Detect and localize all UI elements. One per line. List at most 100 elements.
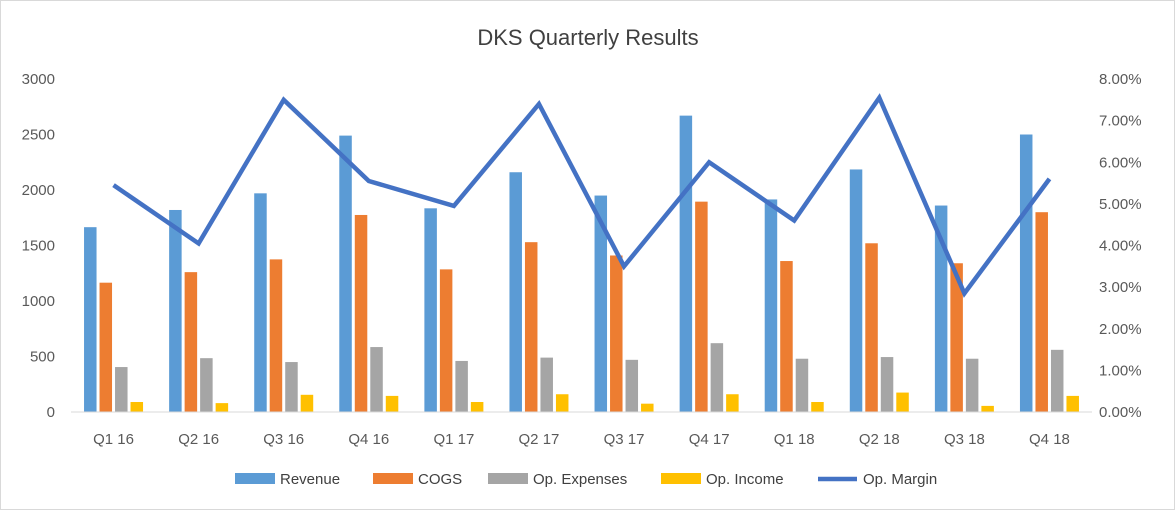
legend-item-revenue[interactable]: Revenue	[235, 471, 340, 488]
x-axis-label-q1-18: Q1 18	[774, 431, 815, 448]
x-axis-label-q3-16: Q3 16	[263, 431, 304, 448]
legend-swatch-op-income	[661, 473, 701, 484]
right-axis-tick-label: 3.00%	[1099, 279, 1142, 296]
legend-label-op-income: Op. Income	[706, 471, 784, 488]
right-axis-tick-label: 6.00%	[1099, 154, 1142, 171]
right-y-axis: 0.00% 1.00% 2.00% 3.00% 4.00% 5.00% 6.00% 7.00%…	[1099, 71, 1142, 421]
x-axis-label-q3-17: Q3 17	[604, 431, 645, 448]
right-axis-tick-label: 8.00%	[1099, 71, 1142, 88]
left-axis-tick-label: 500	[30, 349, 55, 366]
bar-op-income-q4-17	[726, 394, 739, 412]
legend-item-cogs[interactable]: COGS	[373, 471, 462, 488]
legend-label-revenue: Revenue	[280, 471, 340, 488]
bar-op-income-q1-18	[811, 402, 824, 412]
bar-op-expenses-q4-17	[710, 343, 724, 412]
bar-revenue-q1-18	[764, 199, 778, 412]
legend-swatch-op-expenses	[488, 473, 528, 484]
bar-revenue-q3-18	[934, 205, 948, 412]
bar-revenue-q2-18	[849, 169, 863, 412]
bar-revenue-q4-18	[1019, 134, 1033, 412]
bar-op-expenses-q3-18	[965, 358, 979, 412]
bar-revenue-q4-17	[679, 115, 693, 412]
bar-op-expenses-q4-18	[1050, 349, 1064, 412]
left-axis-tick-label: 1000	[22, 293, 55, 310]
left-y-axis: 0 500 1000 1500 2000 2500 3000	[22, 71, 55, 421]
bar-series-group	[84, 115, 1079, 413]
bar-op-income-q2-16	[215, 403, 229, 412]
bar-revenue-q3-16	[254, 193, 267, 412]
bar-revenue-q1-17	[424, 208, 437, 412]
bar-op-expenses-q4-16	[370, 347, 383, 412]
bar-op-income-q1-16	[130, 402, 144, 412]
bar-cogs-q4-18	[1035, 212, 1048, 412]
x-axis-labels: Q1 16 Q2 16 Q3 16 Q4 16 Q1 17 Q2 17 Q3 17 Q4 17…	[93, 431, 1070, 448]
right-axis-tick-label: 0.00%	[1099, 404, 1142, 421]
left-axis-tick-label: 1500	[22, 238, 55, 255]
legend[interactable]: Revenue COGS Op. Expenses Op. Income Op. Mar…	[235, 471, 937, 488]
legend-swatch-revenue	[235, 473, 275, 484]
left-axis-tick-label: 2000	[22, 182, 55, 199]
bar-revenue-q4-16	[339, 135, 352, 413]
bar-cogs-q3-18	[950, 263, 963, 412]
x-axis-label-q2-17: Q2 17	[519, 431, 560, 448]
bar-op-income-q3-17	[641, 403, 654, 412]
op-margin-line-group	[112, 93, 1052, 298]
legend-item-op-expenses[interactable]: Op. Expenses	[488, 471, 627, 488]
bar-cogs-q2-18	[865, 243, 878, 412]
bar-revenue-q1-16	[84, 227, 97, 412]
right-axis-tick-label: 5.00%	[1099, 196, 1142, 213]
bar-op-income-q2-17	[555, 394, 569, 412]
bar-cogs-q1-17	[439, 269, 453, 412]
op-margin-line	[112, 93, 1052, 298]
right-axis-tick-label: 1.00%	[1099, 362, 1142, 379]
left-axis-tick-label: 3000	[22, 71, 55, 88]
legend-swatch-cogs	[373, 473, 413, 484]
bar-op-expenses-q2-17	[540, 357, 553, 412]
x-axis-label-q1-17: Q1 17	[433, 431, 474, 448]
bar-op-expenses-q2-18	[880, 357, 894, 412]
bar-cogs-q3-16	[269, 259, 283, 413]
right-axis-tick-label: 4.00%	[1099, 238, 1142, 255]
bar-cogs-q2-17	[524, 242, 538, 412]
legend-item-op-margin[interactable]: Op. Margin	[818, 471, 937, 488]
left-axis-tick-label: 0	[47, 404, 55, 421]
legend-label-cogs: COGS	[418, 471, 462, 488]
bar-op-expenses-q1-16	[115, 367, 128, 412]
bar-op-expenses-q2-16	[200, 358, 213, 412]
bar-op-income-q1-17	[470, 402, 484, 412]
bar-op-expenses-q3-16	[285, 362, 298, 412]
bar-cogs-q2-16	[184, 272, 198, 412]
bar-cogs-q1-18	[780, 261, 793, 412]
bar-cogs-q3-17	[610, 255, 623, 412]
bar-op-income-q3-18	[981, 405, 994, 412]
right-axis-tick-label: 7.00%	[1099, 113, 1142, 130]
bar-op-income-q4-18	[1066, 395, 1079, 412]
bar-revenue-q3-17	[594, 195, 608, 412]
bar-cogs-q4-17	[695, 201, 708, 412]
bar-revenue-q2-16	[169, 209, 182, 412]
left-axis-tick-label: 2500	[22, 127, 55, 144]
right-axis-tick-label: 2.00%	[1099, 321, 1142, 338]
bar-cogs-q1-16	[99, 282, 113, 412]
x-axis-label-q3-18: Q3 18	[944, 431, 985, 448]
bar-revenue-q2-17	[509, 172, 522, 412]
x-axis-label-q4-17: Q4 17	[689, 431, 730, 448]
bar-op-expenses-q3-17	[625, 359, 639, 412]
bar-op-expenses-q1-17	[455, 360, 468, 412]
chart-title: DKS Quarterly Results	[477, 25, 698, 50]
legend-label-op-expenses: Op. Expenses	[533, 471, 627, 488]
bar-op-expenses-q1-18	[795, 358, 809, 412]
bar-op-income-q4-16	[385, 395, 399, 412]
x-axis-label-q4-18: Q4 18	[1029, 431, 1070, 448]
bar-cogs-q4-16	[354, 214, 368, 412]
x-axis-label-q2-18: Q2 18	[859, 431, 900, 448]
bar-op-income-q2-18	[896, 392, 909, 412]
x-axis-label-q4-16: Q4 16	[348, 431, 389, 448]
x-axis-label-q1-16: Q1 16	[93, 431, 134, 448]
x-axis-label-q2-16: Q2 16	[178, 431, 219, 448]
legend-item-op-income[interactable]: Op. Income	[661, 471, 784, 488]
bar-op-income-q3-16	[300, 394, 314, 412]
legend-label-op-margin: Op. Margin	[863, 471, 937, 488]
